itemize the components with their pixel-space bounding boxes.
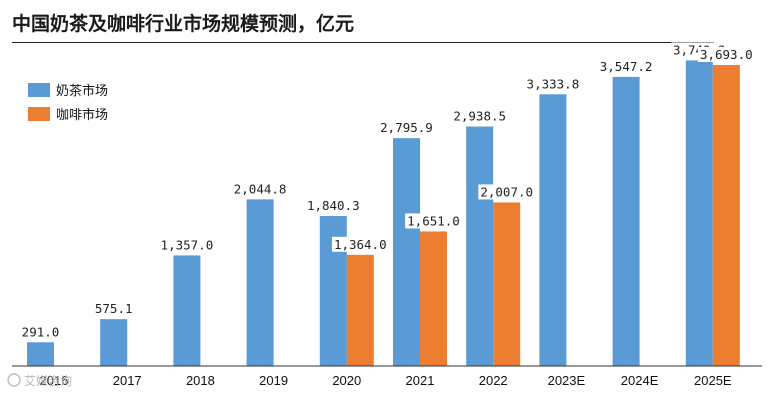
x-tick-label-2021: 2021 xyxy=(406,373,435,388)
coffee-bar-2022 xyxy=(493,202,521,366)
x-tick-label-2022: 2022 xyxy=(479,373,508,388)
milk-tea-bar-2021 xyxy=(393,138,420,366)
milk-tea-bar-2019 xyxy=(246,199,274,366)
milk-tea-bar-2024E xyxy=(612,76,640,366)
value-label-background xyxy=(231,181,289,197)
value-labels-group: 291.0 575.1 1,357.0 2,044.8 1,840.3 1,364.0 2,… xyxy=(19,42,755,340)
x-tick-label-2020: 2020 xyxy=(332,373,361,388)
title-divider xyxy=(12,42,714,43)
milk-tea-value-label-2023E: 3,333.8 xyxy=(527,76,580,91)
value-label-background xyxy=(405,213,462,229)
x-tick-label-2023E: 2023E xyxy=(548,373,586,388)
coffee-bar-2020 xyxy=(346,254,374,366)
value-label-background xyxy=(19,324,62,340)
watermark-text: 艾媒咨询 xyxy=(24,373,72,388)
watermark-logo-icon xyxy=(7,373,21,387)
bars-group xyxy=(27,60,740,367)
milk-tea-bar-2025E xyxy=(685,60,713,367)
milk-tea-bar-2017 xyxy=(100,319,128,366)
x-tick-label-2019: 2019 xyxy=(259,373,288,388)
legend-swatch-coffee xyxy=(28,107,50,121)
milk-tea-bar-2022 xyxy=(466,126,494,366)
value-label-background xyxy=(331,236,389,252)
value-label-background xyxy=(304,198,362,214)
chart-title: 中国奶茶及咖啡行业市场规模预测，亿元 xyxy=(12,13,355,35)
watermark: 艾媒咨询 xyxy=(7,373,72,388)
milk-tea-value-label-2022: 2,938.5 xyxy=(453,109,506,124)
milk-tea-value-label-2018: 1,357.0 xyxy=(161,237,214,252)
value-label-background xyxy=(478,184,536,200)
value-label-background xyxy=(92,301,135,317)
milk-tea-bar-2018 xyxy=(173,255,201,366)
milk-tea-value-label-2016: 291.0 xyxy=(22,324,60,339)
value-label-background xyxy=(451,108,509,124)
value-label-background xyxy=(378,120,435,136)
x-tick-labels-group: 2016 2017 2018 2019 2020 2021 2022 2023E 2024E 20… xyxy=(40,373,732,388)
milk-tea-value-label-2024E: 3,547.2 xyxy=(600,59,653,74)
x-tick-label-2016: 2016 xyxy=(40,373,69,388)
value-label-background xyxy=(597,58,655,74)
coffee-bar-2021 xyxy=(420,231,447,366)
x-tick-label-2018: 2018 xyxy=(186,373,215,388)
x-tick-label-2017: 2017 xyxy=(113,373,142,388)
value-label-background xyxy=(158,237,216,253)
milk-tea-value-label-2019: 2,044.8 xyxy=(234,181,287,196)
milk-tea-bar-2016 xyxy=(27,342,54,366)
milk-tea-value-label-2017: 575.1 xyxy=(95,301,133,316)
legend-label-coffee: 咖啡市场 xyxy=(56,107,108,123)
milk-tea-value-label-2020: 1,840.3 xyxy=(307,198,360,213)
milk-tea-value-label-2021: 2,795.9 xyxy=(380,120,433,135)
value-label-background xyxy=(697,47,755,63)
coffee-value-label-2022: 2,007.0 xyxy=(480,184,533,199)
value-label-background xyxy=(524,76,582,92)
coffee-bar-2025E xyxy=(712,65,740,366)
x-tick-label-2024E: 2024E xyxy=(621,373,659,388)
x-tick-label-2025E: 2025E xyxy=(694,373,732,388)
legend-label-milk-tea: 奶茶市场 xyxy=(56,83,108,99)
legend-swatch-milk-tea xyxy=(28,83,50,97)
coffee-value-label-2021: 1,651.0 xyxy=(407,213,460,228)
milk-tea-bar-2023E xyxy=(539,94,567,367)
coffee-value-label-2025E: 3,693.0 xyxy=(700,47,753,62)
coffee-value-label-2020: 1,364.0 xyxy=(334,237,387,252)
